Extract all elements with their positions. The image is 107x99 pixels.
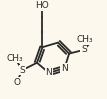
Text: HO: HO [36, 1, 49, 10]
Text: CH₃: CH₃ [76, 35, 93, 44]
Text: S: S [81, 45, 87, 54]
Text: O: O [13, 78, 20, 87]
Text: S: S [19, 66, 25, 75]
Text: CH₃: CH₃ [7, 54, 23, 63]
Text: N: N [46, 68, 52, 77]
Text: N: N [61, 64, 68, 73]
